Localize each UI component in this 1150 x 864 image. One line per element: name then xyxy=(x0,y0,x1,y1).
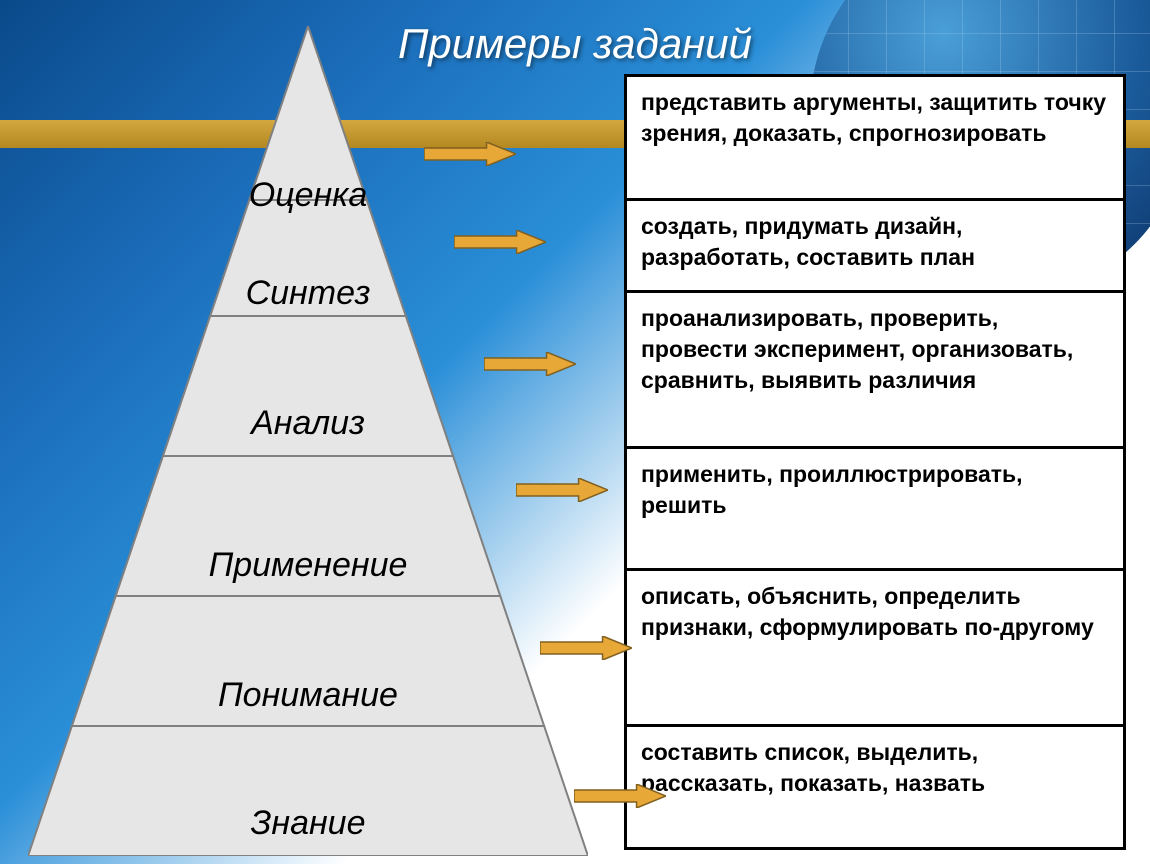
pyramid-label-0: Оценка xyxy=(28,176,588,215)
arrow-3 xyxy=(516,478,608,502)
task-row-4: описать, объяснить, определить признаки,… xyxy=(627,571,1123,727)
arrow-1 xyxy=(454,230,546,254)
arrow-icon xyxy=(484,352,576,376)
arrow-0 xyxy=(424,142,516,166)
page-title: Примеры заданий xyxy=(0,20,1150,68)
pyramid-label-1: Синтез xyxy=(28,274,588,313)
diagram-stage: Оценка Синтез Анализ Применение Понимание Зна… xyxy=(0,12,1150,864)
arrow-icon xyxy=(540,636,632,660)
arrow-icon xyxy=(574,784,666,808)
arrow-icon xyxy=(516,478,608,502)
arrow-5 xyxy=(574,784,666,808)
arrow-4 xyxy=(540,636,632,660)
task-row-1: создать, придумать дизайн, разработать, … xyxy=(627,201,1123,293)
task-table: представить аргументы, защитить точку зр… xyxy=(624,74,1126,850)
arrow-icon xyxy=(424,142,516,166)
pyramid-label-4: Понимание xyxy=(28,676,588,715)
arrow-icon xyxy=(454,230,546,254)
pyramid-label-2: Анализ xyxy=(28,404,588,443)
task-row-2: проанализировать, проверить, провести эк… xyxy=(627,293,1123,449)
task-row-5: составить список, выделить, рассказать, … xyxy=(627,727,1123,847)
pyramid-label-3: Применение xyxy=(28,546,588,585)
task-row-3: применить, проиллюстрировать, решить xyxy=(627,449,1123,571)
arrow-2 xyxy=(484,352,576,376)
task-row-0: представить аргументы, защитить точку зр… xyxy=(627,77,1123,201)
pyramid-label-5: Знание xyxy=(28,804,588,843)
